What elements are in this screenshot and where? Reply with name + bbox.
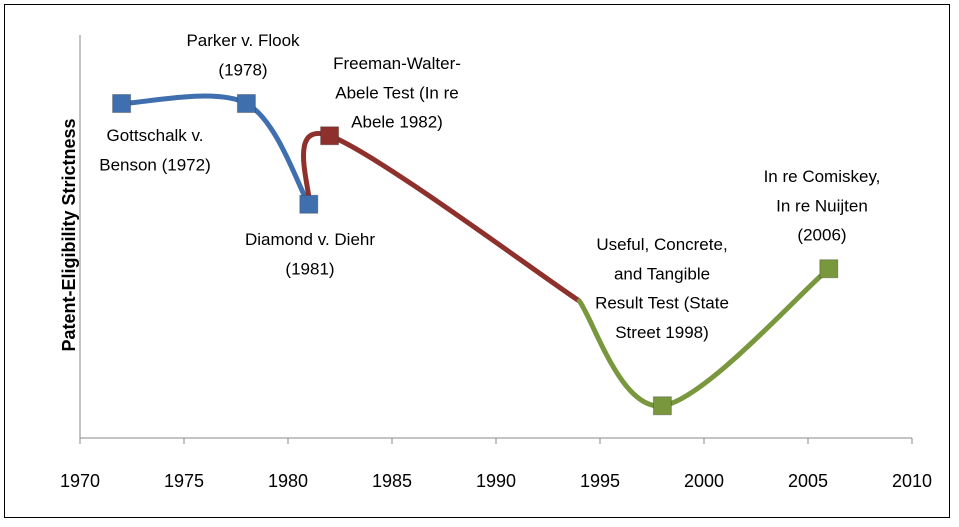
x-tick-label: 2010 [892, 471, 932, 491]
point-marker [112, 94, 132, 114]
annotation-line: Abele Test (In re [335, 84, 458, 103]
annotation-line: Freeman-Walter- [333, 54, 461, 73]
x-tick-label: 2005 [788, 471, 828, 491]
point-marker [652, 396, 672, 416]
x-tick-label: 1995 [580, 471, 620, 491]
annotation-line: Diamond v. Diehr [245, 230, 375, 249]
annotation: Parker v. Flook (1978) [186, 31, 300, 79]
point-marker [819, 259, 839, 279]
annotation: Useful, Concrete, and Tangible Result Test… [595, 235, 729, 342]
annotation-line: Abele 1982) [351, 113, 443, 132]
x-tick-label: 1985 [372, 471, 412, 491]
point-marker [299, 194, 319, 214]
annotation: In re Comiskey, In re Nuijten (2006) [764, 167, 881, 245]
annotation-line: Gottschalk v. [107, 126, 204, 145]
y-axis-label: Patent-Eligibility Strictness [59, 118, 79, 351]
annotation-line: and Tangible [614, 265, 710, 284]
annotation-line: Parker v. Flook [186, 31, 300, 50]
annotation-line: In re Nuijten [776, 197, 868, 216]
x-tick-label: 1980 [268, 471, 308, 491]
annotation-line: Benson (1972) [99, 156, 211, 175]
x-tick-label: 1990 [476, 471, 516, 491]
annotation: Freeman-Walter- Abele Test (In re Abele 19… [333, 54, 461, 132]
x-tick-label: 1970 [60, 471, 100, 491]
annotation: Gottschalk v. Benson (1972) [99, 126, 211, 174]
annotation: Diamond v. Diehr (1981) [245, 230, 375, 278]
x-tick-label: 2000 [684, 471, 724, 491]
annotation-line: (1981) [285, 260, 334, 279]
chart-border [4, 4, 950, 518]
series-line [301, 131, 582, 304]
annotation-line: In re Comiskey, [764, 167, 881, 186]
annotation-line: (2006) [797, 226, 846, 245]
point-marker [236, 94, 256, 114]
annotation-line: Useful, Concrete, [596, 235, 727, 254]
point-marker [320, 126, 340, 146]
x-tick-label: 1975 [164, 471, 204, 491]
annotation-line: Street 1998) [615, 323, 709, 342]
annotation-line: Result Test (State [595, 294, 729, 313]
annotation-line: (1978) [218, 61, 267, 80]
